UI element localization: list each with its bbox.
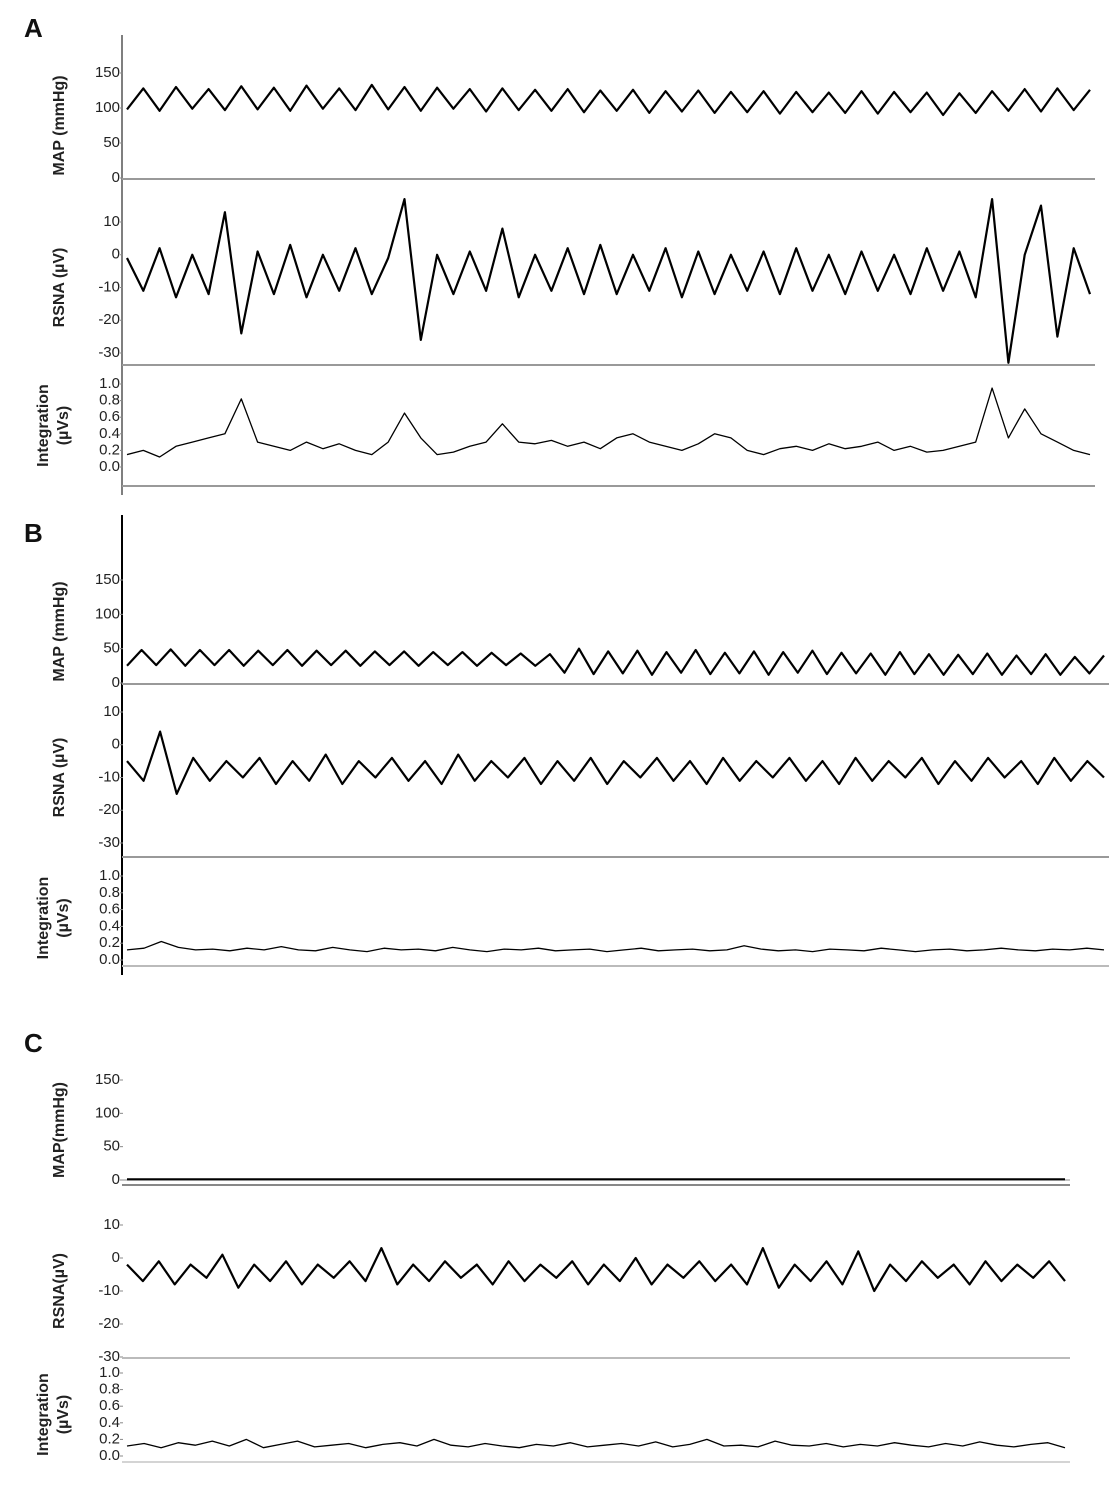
y-tick-label: 0.2 [99,1430,120,1447]
y-tick-label: 10 [103,213,120,230]
y-axis-label: (µVs) [55,898,72,937]
y-axis-label: Integration [35,1373,52,1456]
y-tick-label: 0.0 [99,951,120,968]
y-tick-label: 0.8 [99,1381,120,1398]
y-tick-label: -10 [98,1282,120,1299]
y-tick-label: 50 [103,134,120,151]
y-tick-label: 0.4 [99,917,120,934]
y-axis-label: (µVs) [55,1395,72,1434]
panel-label: A [24,13,43,43]
y-tick-label: -10 [98,278,120,295]
y-tick-label: 0.6 [99,901,120,918]
y-tick-label: 50 [103,640,120,657]
y-tick-label: 0 [112,674,120,691]
y-tick-label: 50 [103,1138,120,1155]
y-axis-label: Integration [35,384,52,467]
y-tick-label: 0 [112,169,120,186]
y-tick-label: 10 [103,703,120,720]
y-tick-label: 0.8 [99,392,120,409]
y-tick-label: 0.4 [99,425,120,442]
trace [126,647,1105,676]
y-tick-label: 0 [112,1171,120,1188]
y-tick-label: 1.0 [99,375,120,392]
y-axis-label: RSNA (µV) [51,738,68,818]
trace [126,730,1105,796]
y-tick-label: 0.0 [99,1447,120,1464]
y-tick-label: 100 [95,605,120,622]
y-tick-label: 0.4 [99,1414,120,1431]
y-axis-label: MAP (mmHg) [51,75,68,175]
y-tick-label: -30 [98,1348,120,1365]
y-tick-label: 0 [112,246,120,263]
trace [126,387,1091,458]
y-tick-label: 100 [95,99,120,116]
trace [126,83,1091,117]
y-tick-label: 0.6 [99,1397,120,1414]
y-tick-label: -30 [98,834,120,851]
trace [126,940,1105,953]
y-tick-label: 0 [112,1249,120,1266]
panel-label: C [24,1028,43,1058]
y-tick-label: -10 [98,768,120,785]
y-tick-label: 150 [95,1071,120,1088]
y-tick-label: 1.0 [99,1364,120,1381]
y-axis-label: RSNA (µV) [51,248,68,328]
y-axis-label: MAP (mmHg) [51,581,68,681]
y-tick-label: 10 [103,1216,120,1233]
trace [126,1246,1066,1293]
y-tick-label: 150 [95,571,120,588]
y-tick-label: 0.2 [99,934,120,951]
trace [126,198,1092,364]
y-tick-label: 1.0 [99,867,120,884]
y-axis-label: MAP(mmHg) [51,1082,68,1178]
y-tick-label: 0.0 [99,458,120,475]
y-axis-label: RSNA(µV) [51,1253,68,1329]
y-tick-label: -20 [98,801,120,818]
y-tick-label: -20 [98,311,120,328]
y-tick-label: -20 [98,1315,120,1332]
trace [126,1438,1066,1449]
y-tick-label: 0.6 [99,408,120,425]
y-tick-label: -30 [98,344,120,361]
y-tick-label: 0.8 [99,884,120,901]
y-axis-label: (µVs) [55,406,72,445]
panel-label: B [24,518,43,548]
y-axis-label: Integration [35,877,52,960]
y-tick-label: 0.2 [99,441,120,458]
y-tick-label: 100 [95,1104,120,1121]
y-tick-label: 0 [112,736,120,753]
y-tick-label: 150 [95,64,120,81]
